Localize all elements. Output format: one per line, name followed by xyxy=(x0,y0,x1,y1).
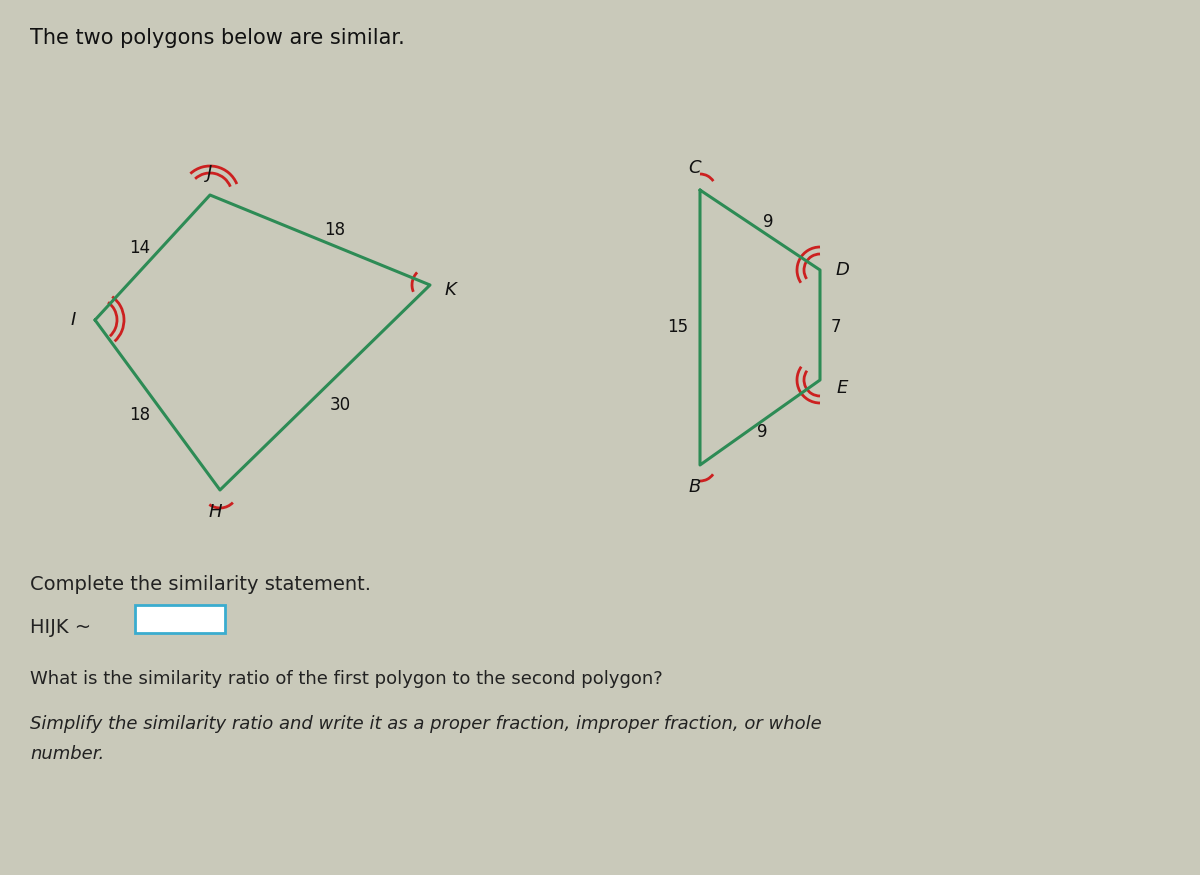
Text: 14: 14 xyxy=(130,239,150,257)
Text: B: B xyxy=(689,478,701,496)
Text: 15: 15 xyxy=(667,318,689,336)
Text: J: J xyxy=(208,164,212,182)
Text: The two polygons below are similar.: The two polygons below are similar. xyxy=(30,28,404,48)
Text: HIJK ~: HIJK ~ xyxy=(30,618,91,637)
Text: 30: 30 xyxy=(330,396,350,414)
Text: H: H xyxy=(209,503,222,521)
Text: Simplify the similarity ratio and write it as a proper fraction, improper fracti: Simplify the similarity ratio and write … xyxy=(30,715,822,733)
Text: Complete the similarity statement.: Complete the similarity statement. xyxy=(30,575,371,594)
Text: 9: 9 xyxy=(757,423,767,441)
Text: 7: 7 xyxy=(830,318,841,336)
Text: 18: 18 xyxy=(130,406,150,424)
Text: 9: 9 xyxy=(763,213,773,231)
Text: I: I xyxy=(71,311,76,329)
Bar xyxy=(134,605,226,633)
Text: K: K xyxy=(444,281,456,299)
Text: E: E xyxy=(836,379,847,397)
Text: What is the similarity ratio of the first polygon to the second polygon?: What is the similarity ratio of the firs… xyxy=(30,670,662,688)
Text: D: D xyxy=(835,261,848,279)
Text: 18: 18 xyxy=(324,221,346,239)
Text: C: C xyxy=(689,159,701,177)
Text: number.: number. xyxy=(30,745,104,763)
